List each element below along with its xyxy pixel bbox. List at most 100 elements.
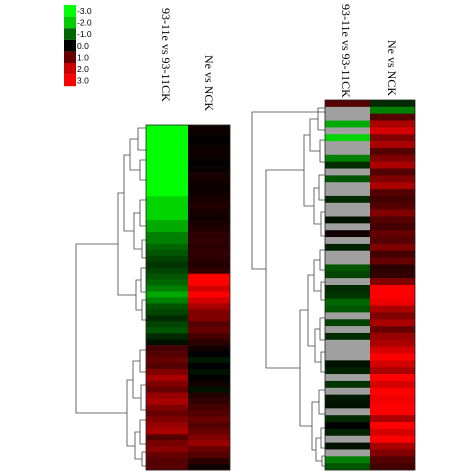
- heatmap-cell: [188, 345, 230, 352]
- heatmap-cell: [370, 463, 415, 471]
- heatmap-cell: [325, 237, 370, 245]
- dendrogram-branch: [132, 360, 141, 399]
- heatmap-cell: [188, 356, 230, 364]
- heatmap-cell: [146, 125, 188, 132]
- heatmap-cell: [325, 408, 370, 416]
- dendrogram-branch: [320, 211, 325, 237]
- legend-tick-label: -3.0: [77, 6, 92, 16]
- heatmap-cell: [146, 386, 188, 393]
- heatmap-cell: [370, 250, 415, 258]
- heatmap-cell: [325, 106, 370, 115]
- heatmap-cell: [370, 291, 415, 300]
- heatmap-cell: [325, 374, 370, 382]
- heatmap-cell: [146, 279, 188, 286]
- heatmap-cell: [188, 303, 230, 310]
- dendrogram-branch: [134, 431, 142, 460]
- heatmap-cell: [188, 309, 230, 316]
- heatmap-cell: [325, 147, 370, 156]
- heatmap-cell: [370, 456, 415, 464]
- heatmap-cell: [146, 404, 188, 411]
- heatmap-cell: [146, 410, 188, 417]
- heatmap-cell: [188, 440, 230, 447]
- dendrogram-branch: [123, 154, 134, 232]
- heatmap-cell: [370, 264, 415, 272]
- dendrogram-branch: [319, 249, 325, 271]
- heatmap-cell: [370, 408, 415, 416]
- heatmap-cell: [325, 278, 370, 286]
- heatmap-cell: [325, 127, 370, 135]
- heatmap-cell: [325, 326, 370, 334]
- legend-swatch: [64, 39, 76, 52]
- heatmap-cell: [370, 127, 415, 135]
- heatmap-cell: [325, 428, 370, 437]
- legend-tick-label: 2.0: [77, 64, 89, 74]
- heatmap-cell: [370, 106, 415, 115]
- heatmap-cell: [188, 249, 230, 257]
- dendrogram-branch: [140, 384, 146, 411]
- heatmap-cell: [146, 380, 188, 388]
- dendrogram-branch: [320, 351, 325, 373]
- heatmap-cell: [325, 257, 370, 265]
- heatmap-cell: [370, 401, 415, 409]
- heatmap-cell: [188, 196, 230, 203]
- heatmap-cell: [370, 435, 415, 443]
- heatmap-cell: [146, 452, 188, 459]
- legend-tick-label: -1.0: [77, 29, 92, 39]
- heatmap-cell: [188, 392, 230, 399]
- heatmap-cell: [325, 346, 370, 354]
- heatmap-cell: [146, 291, 188, 298]
- heatmap-cell: [188, 321, 230, 328]
- heatmap-cell: [188, 434, 230, 441]
- heatmap-cell: [370, 312, 415, 320]
- heatmap-cell: [325, 319, 370, 327]
- dendrogram-branch: [139, 199, 146, 227]
- heatmap-cell: [370, 442, 415, 450]
- heatmap-cell: [146, 440, 188, 447]
- dendrogram-branch: [318, 174, 325, 201]
- legend-swatch: [64, 51, 76, 63]
- heatmap-cell: [370, 387, 415, 395]
- dendrogram-branch: [319, 317, 325, 341]
- heatmap-cell: [188, 398, 230, 405]
- heatmap-left: 93-11e vs 93-11CK Ne vs NCK: [75, 8, 231, 471]
- heatmap-cell: [146, 202, 188, 209]
- heatmap-cell: [370, 189, 415, 197]
- heatmap-cell: [188, 339, 230, 346]
- heatmap-cell: [325, 449, 370, 457]
- dendrogram-branch: [265, 169, 304, 369]
- heatmap-cell: [188, 315, 230, 322]
- heatmap-cell: [188, 291, 230, 298]
- heatmap-cell: [188, 232, 230, 239]
- heatmap-cell: [188, 178, 230, 185]
- dendrogram-branch: [299, 309, 312, 427]
- heatmap-cell: [325, 312, 370, 320]
- heatmap-cell: [370, 360, 415, 368]
- heatmap-cell: [325, 209, 370, 217]
- heatmap-cell: [370, 161, 415, 169]
- dendrogram-branch: [141, 239, 146, 259]
- heatmap-cell: [146, 148, 188, 156]
- heatmap-cell: [146, 345, 188, 352]
- heatmap-cell: [146, 136, 188, 144]
- heatmap-cell: [325, 415, 370, 423]
- heatmap-cell: [188, 136, 230, 144]
- heatmap-cell: [188, 368, 230, 376]
- dendrogram-branch: [75, 243, 127, 414]
- heatmap-cell: [146, 249, 188, 257]
- heatmap-cell: [325, 298, 370, 306]
- dendrogram-branch: [141, 451, 146, 467]
- heatmap-cell: [370, 380, 415, 389]
- dendrogram-branch: [141, 299, 146, 321]
- heatmap-cell: [146, 214, 188, 221]
- heatmap-cell: [146, 297, 188, 304]
- dendrogram-branch: [315, 437, 322, 462]
- heatmap-cell: [325, 442, 370, 450]
- heatmap-cell: [188, 202, 230, 209]
- heatmap-cell: [188, 267, 230, 275]
- heatmap-cell: [146, 392, 188, 399]
- legend-tick-label: 1.0: [77, 52, 89, 62]
- heatmap-cell: [146, 315, 188, 322]
- heatmap-cell: [146, 238, 188, 245]
- heatmap-cell: [370, 113, 415, 121]
- heatmap-cell: [370, 243, 415, 252]
